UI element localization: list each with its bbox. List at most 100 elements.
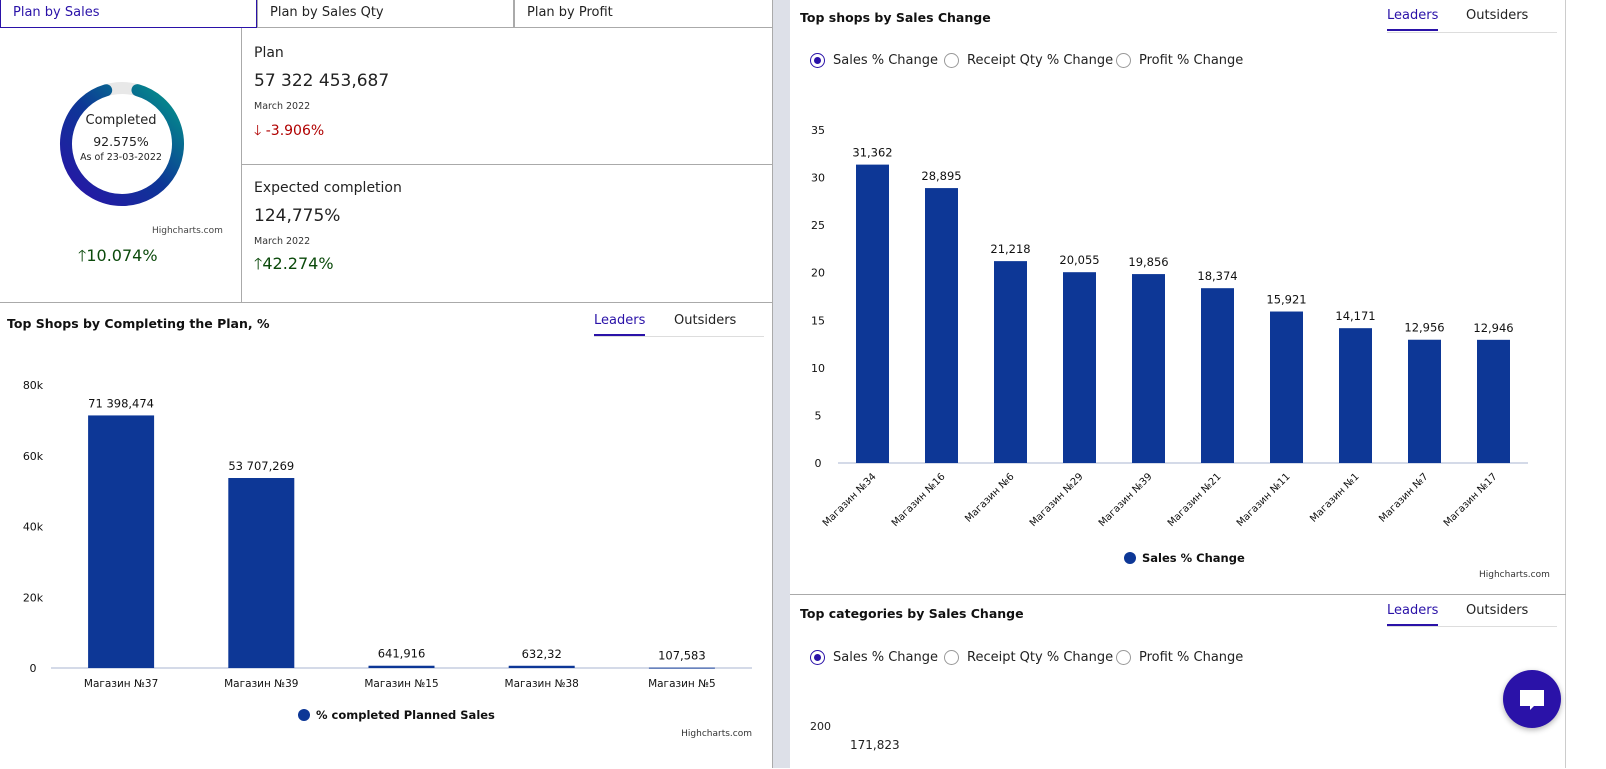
radio-sales-change[interactable]: Sales % Change (810, 650, 938, 665)
plan-label: Plan (254, 45, 284, 61)
segment-leaders[interactable]: Leaders (1387, 8, 1439, 31)
y-tick-label: 20 (811, 267, 825, 280)
categories-change-title: Top categories by Sales Change (800, 606, 1024, 621)
shops-plan-card: Top Shops by Completing the Plan, % Lead… (0, 302, 773, 768)
x-tick-label: Магазин №16 (890, 471, 948, 529)
data-label: 15,921 (1266, 293, 1306, 307)
bar (1270, 311, 1303, 463)
y-tick-label: 60k (23, 450, 44, 463)
x-tick-label: Магазин №11 (1235, 471, 1293, 529)
expected-change: 🡑42.274% (254, 254, 334, 273)
bar (1132, 274, 1165, 463)
segment-leaders[interactable]: Leaders (1387, 603, 1439, 626)
y-tick: 200 (810, 720, 831, 733)
data-label: 53 707,269 (228, 459, 294, 473)
x-tick-label: Магазин №7 (1377, 471, 1430, 524)
data-label: 21,218 (990, 242, 1030, 256)
plan-change: 🡓 -3.906% (254, 123, 325, 139)
x-tick-label: Магазин №29 (1028, 471, 1086, 529)
bar (1477, 339, 1510, 463)
data-label: 12,956 (1404, 321, 1444, 335)
x-tick-label: Магазин №37 (84, 678, 158, 690)
segment-outsiders[interactable]: Outsiders (674, 313, 737, 328)
x-tick-label: Магазин №21 (1166, 471, 1224, 529)
data-label: 632,32 (522, 647, 562, 661)
donut-date: As of 23-03-2022 (80, 152, 162, 163)
data-label: 20,055 (1059, 253, 1099, 267)
legend-marker (298, 709, 310, 721)
data-label: 14,171 (1335, 309, 1375, 323)
donut-card: Completed 92.575% As of 23-03-2022 Highc… (0, 28, 242, 303)
expected-period: March 2022 (254, 236, 311, 247)
data-label: 12,946 (1473, 321, 1513, 335)
data-label: 28,895 (921, 169, 961, 183)
chat-button[interactable] (1503, 670, 1561, 728)
categories-change-card: Top categories by Sales Change Leaders O… (790, 596, 1566, 768)
arrow-up-icon: 🡑 (254, 254, 263, 273)
expected-label: Expected completion (254, 180, 402, 196)
radio-sales-change[interactable]: Sales % Change (810, 53, 938, 68)
data-label: 171,823 (850, 738, 900, 752)
bar (88, 415, 155, 668)
shops-plan-chart: 0 20k 40k 60k 80k 71 398,474 Магазин №37 53 707… (23, 379, 752, 739)
bar (925, 188, 958, 463)
expected-value: 124,775% (254, 206, 341, 226)
donut-value: 92.575% (93, 134, 149, 149)
data-label: 71 398,474 (88, 396, 154, 410)
segment-outsiders[interactable]: Outsiders (1466, 8, 1529, 23)
x-tick-label: Магазин №15 (364, 678, 438, 690)
x-tick-label: Магазин №5 (648, 678, 716, 690)
bar (994, 261, 1027, 463)
radio-profit-change[interactable]: Profit % Change (1116, 650, 1243, 665)
x-tick-label: Магазин №6 (963, 471, 1016, 524)
donut-progress-arc (60, 84, 184, 206)
chat-icon (1520, 690, 1544, 710)
sales-change-title: Top shops by Sales Change (800, 10, 991, 25)
radio-receipt-qty-change[interactable]: Receipt Qty % Change (944, 53, 1113, 68)
tab-plan-by-sales-qty[interactable]: Plan by Sales Qty (257, 0, 514, 28)
highcharts-credit[interactable]: Highcharts.com (1479, 570, 1550, 580)
radio-profit-change[interactable]: Profit % Change (1116, 53, 1243, 68)
data-label: 31,362 (852, 146, 892, 160)
y-tick-label: 40k (23, 521, 44, 534)
y-tick-label: 0 (30, 662, 37, 675)
bar (856, 164, 889, 463)
expected-card: Expected completion 124,775% March 2022 … (242, 165, 773, 303)
radio-receipt-qty-change[interactable]: Receipt Qty % Change (944, 650, 1113, 665)
tab-plan-by-sales[interactable]: Plan by Sales (0, 0, 257, 28)
y-tick-label: 30 (811, 172, 825, 185)
highcharts-credit[interactable]: Highcharts.com (152, 226, 223, 236)
sales-change-chart: 0 5 10 15 20 25 30 35 31,362 Магазин №34 28,895 Маг… (811, 124, 1528, 565)
donut-label: Completed (85, 113, 157, 128)
bar (228, 478, 295, 668)
y-tick-label: 20k (23, 591, 44, 604)
plan-card: Plan 57 322 453,687 March 2022 🡓 -3.906% (242, 28, 773, 165)
completion-donut (60, 82, 184, 206)
bar (648, 667, 715, 669)
bar (1201, 288, 1234, 463)
data-label: 641,916 (378, 647, 426, 661)
bar (508, 665, 575, 668)
y-tick-label: 25 (811, 219, 825, 232)
bar (1063, 272, 1096, 463)
left-panel: Plan by Sales Plan by Sales Qty Plan by … (0, 0, 773, 768)
legend-label: % completed Planned Sales (316, 708, 495, 722)
segment-outsiders[interactable]: Outsiders (1466, 603, 1529, 618)
shops-plan-title: Top Shops by Completing the Plan, % (7, 316, 270, 331)
donut-change: 🡑10.074% (78, 246, 158, 265)
legend-marker (1124, 552, 1136, 564)
arrow-up-icon: 🡑 (78, 246, 87, 265)
bar (1408, 339, 1441, 463)
segment-leaders[interactable]: Leaders (594, 313, 646, 336)
y-tick-label: 5 (815, 409, 822, 422)
x-tick-label: Магазин №1 (1308, 471, 1361, 524)
gutter (773, 0, 790, 768)
x-tick-label: Магазин №39 (1097, 471, 1155, 529)
plan-period: March 2022 (254, 101, 311, 112)
data-label: 18,374 (1197, 269, 1237, 283)
tab-plan-by-profit[interactable]: Plan by Profit (514, 0, 773, 28)
data-label: 107,583 (658, 649, 706, 663)
x-tick-label: Магазин №34 (821, 471, 879, 529)
sales-change-card: Top shops by Sales Change Leaders Outsid… (790, 0, 1566, 595)
x-tick-label: Магазин №39 (224, 678, 298, 690)
